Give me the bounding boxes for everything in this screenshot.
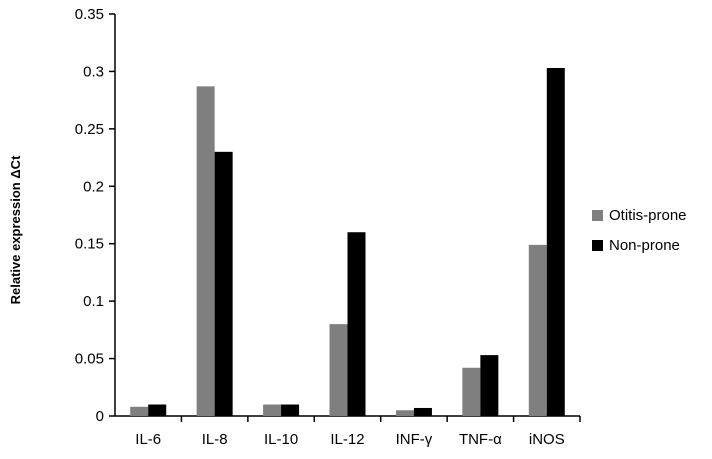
x-tick-label: TNF-α (459, 431, 502, 448)
y-tick-label: 0.05 (75, 351, 104, 368)
x-tick-label: IL-6 (135, 431, 161, 448)
legend-swatch-otitis-prone (592, 209, 603, 221)
legend-swatch-non-prone (592, 239, 603, 251)
bar-otitis-prone-0 (130, 406, 149, 416)
bar-otitis-prone-6 (528, 244, 547, 416)
legend-label-non-prone: Non-prone (609, 236, 680, 254)
legend: Otitis-prone Non-prone (592, 204, 687, 264)
bar-non-prone-5 (480, 355, 499, 416)
bar-non-prone-2 (281, 404, 300, 416)
bar-non-prone-6 (546, 67, 565, 417)
y-axis-label: Relative expression ΔCt (8, 155, 23, 304)
bar-non-prone-4 (413, 407, 432, 416)
x-tick-label: IL-8 (202, 431, 228, 448)
bar-non-prone-1 (214, 151, 233, 417)
x-tick-label: IL-12 (330, 431, 364, 448)
bar-otitis-prone-4 (395, 410, 414, 416)
y-tick-label: 0 (96, 408, 104, 425)
bar-otitis-prone-3 (329, 324, 348, 416)
bar-otitis-prone-2 (263, 404, 282, 416)
bar-non-prone-0 (148, 404, 167, 416)
x-tick-label: IL-10 (264, 431, 298, 448)
legend-item-otitis-prone: Otitis-prone (592, 204, 687, 226)
y-tick-label: 0.15 (75, 236, 104, 253)
x-tick-label: iNOS (529, 431, 565, 448)
bar-non-prone-3 (347, 232, 366, 416)
y-tick-label: 0.1 (83, 293, 104, 310)
legend-item-non-prone: Non-prone (592, 234, 687, 256)
x-tick-label: INF-γ (396, 431, 433, 448)
bar-otitis-prone-5 (462, 367, 481, 416)
legend-label-otitis-prone: Otitis-prone (609, 206, 687, 224)
y-tick-label: 0.2 (83, 178, 104, 195)
bar-otitis-prone-1 (196, 86, 215, 417)
plot-area: 0 0.05 0.1 0.15 0.2 0.25 0.3 0.35 IL-6 IL-8 IL-10 I… (75, 6, 581, 448)
y-tick-label: 0.35 (75, 6, 104, 23)
y-tick-label: 0.25 (75, 121, 104, 138)
y-tick-label: 0.3 (83, 63, 104, 80)
